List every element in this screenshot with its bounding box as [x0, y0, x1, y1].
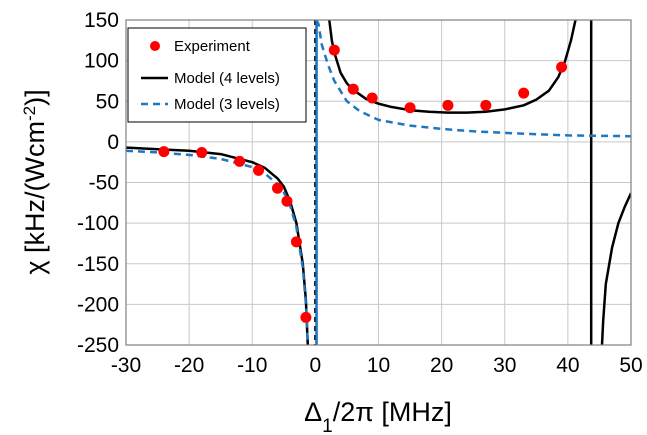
experiment-point	[404, 102, 416, 114]
y-tick-label: -100	[77, 212, 119, 235]
experiment-point	[518, 87, 530, 99]
experiment-point	[328, 44, 340, 56]
experiment-point	[480, 99, 492, 111]
x-tick-label: 0	[310, 354, 322, 377]
experiment-point	[253, 164, 265, 176]
y-axis-label: χ [kHz/(Wcm-2)]	[20, 89, 51, 274]
x-tick-label: 40	[556, 354, 579, 377]
model-curve	[126, 149, 310, 345]
experiment-point	[196, 146, 208, 158]
y-tick-label: 50	[96, 90, 119, 113]
experiment-point	[442, 99, 454, 111]
y-tick-label: -200	[77, 293, 119, 316]
experiment-point	[290, 236, 302, 248]
y-tick-label: 0	[107, 131, 119, 154]
plot-frame	[125, 19, 632, 346]
x-tick-label: -10	[237, 354, 267, 377]
legend-label-experiment: Experiment	[174, 38, 251, 55]
experiment-point	[234, 155, 246, 167]
experiment-points	[158, 44, 568, 323]
experiment-point	[366, 92, 378, 104]
x-axis-label: Δ1/2π [MHz]	[304, 397, 452, 435]
x-tick-label: 10	[367, 354, 390, 377]
y-tick-label: -250	[77, 334, 119, 357]
experiment-point	[158, 146, 170, 158]
model-curve	[600, 192, 631, 345]
x-tick-label: 30	[493, 354, 516, 377]
y-tick-label: -150	[77, 253, 119, 276]
x-tick-labels: -30 -20 -10 0 10 20 30 40 50	[111, 354, 643, 377]
experiment-point	[281, 195, 293, 207]
model-curve	[126, 146, 310, 345]
y-tick-label: 100	[84, 50, 119, 73]
legend-label-model-3: Model (3 levels)	[174, 96, 280, 113]
legend: Experiment Model (4 levels) Model (3 lev…	[127, 27, 307, 123]
y-tick-label: -50	[89, 172, 119, 195]
x-tick-label: -30	[111, 354, 141, 377]
model-curves	[126, 20, 631, 345]
model-curve	[315, 20, 631, 138]
experiment-point	[347, 83, 359, 95]
y-tick-label: 150	[84, 9, 119, 32]
x-tick-label: 50	[619, 354, 642, 377]
x-tick-label: 20	[430, 354, 453, 377]
x-tick-label: -20	[174, 354, 204, 377]
y-tick-labels: -250 -200 -150 -100 -50 0 50 100 150	[77, 9, 119, 357]
legend-marker-experiment	[150, 41, 160, 51]
legend-label-model-4: Model (4 levels)	[174, 70, 280, 87]
experiment-point	[556, 61, 568, 73]
model-curve	[328, 20, 577, 114]
experiment-point	[300, 311, 312, 323]
experiment-point	[272, 182, 283, 194]
